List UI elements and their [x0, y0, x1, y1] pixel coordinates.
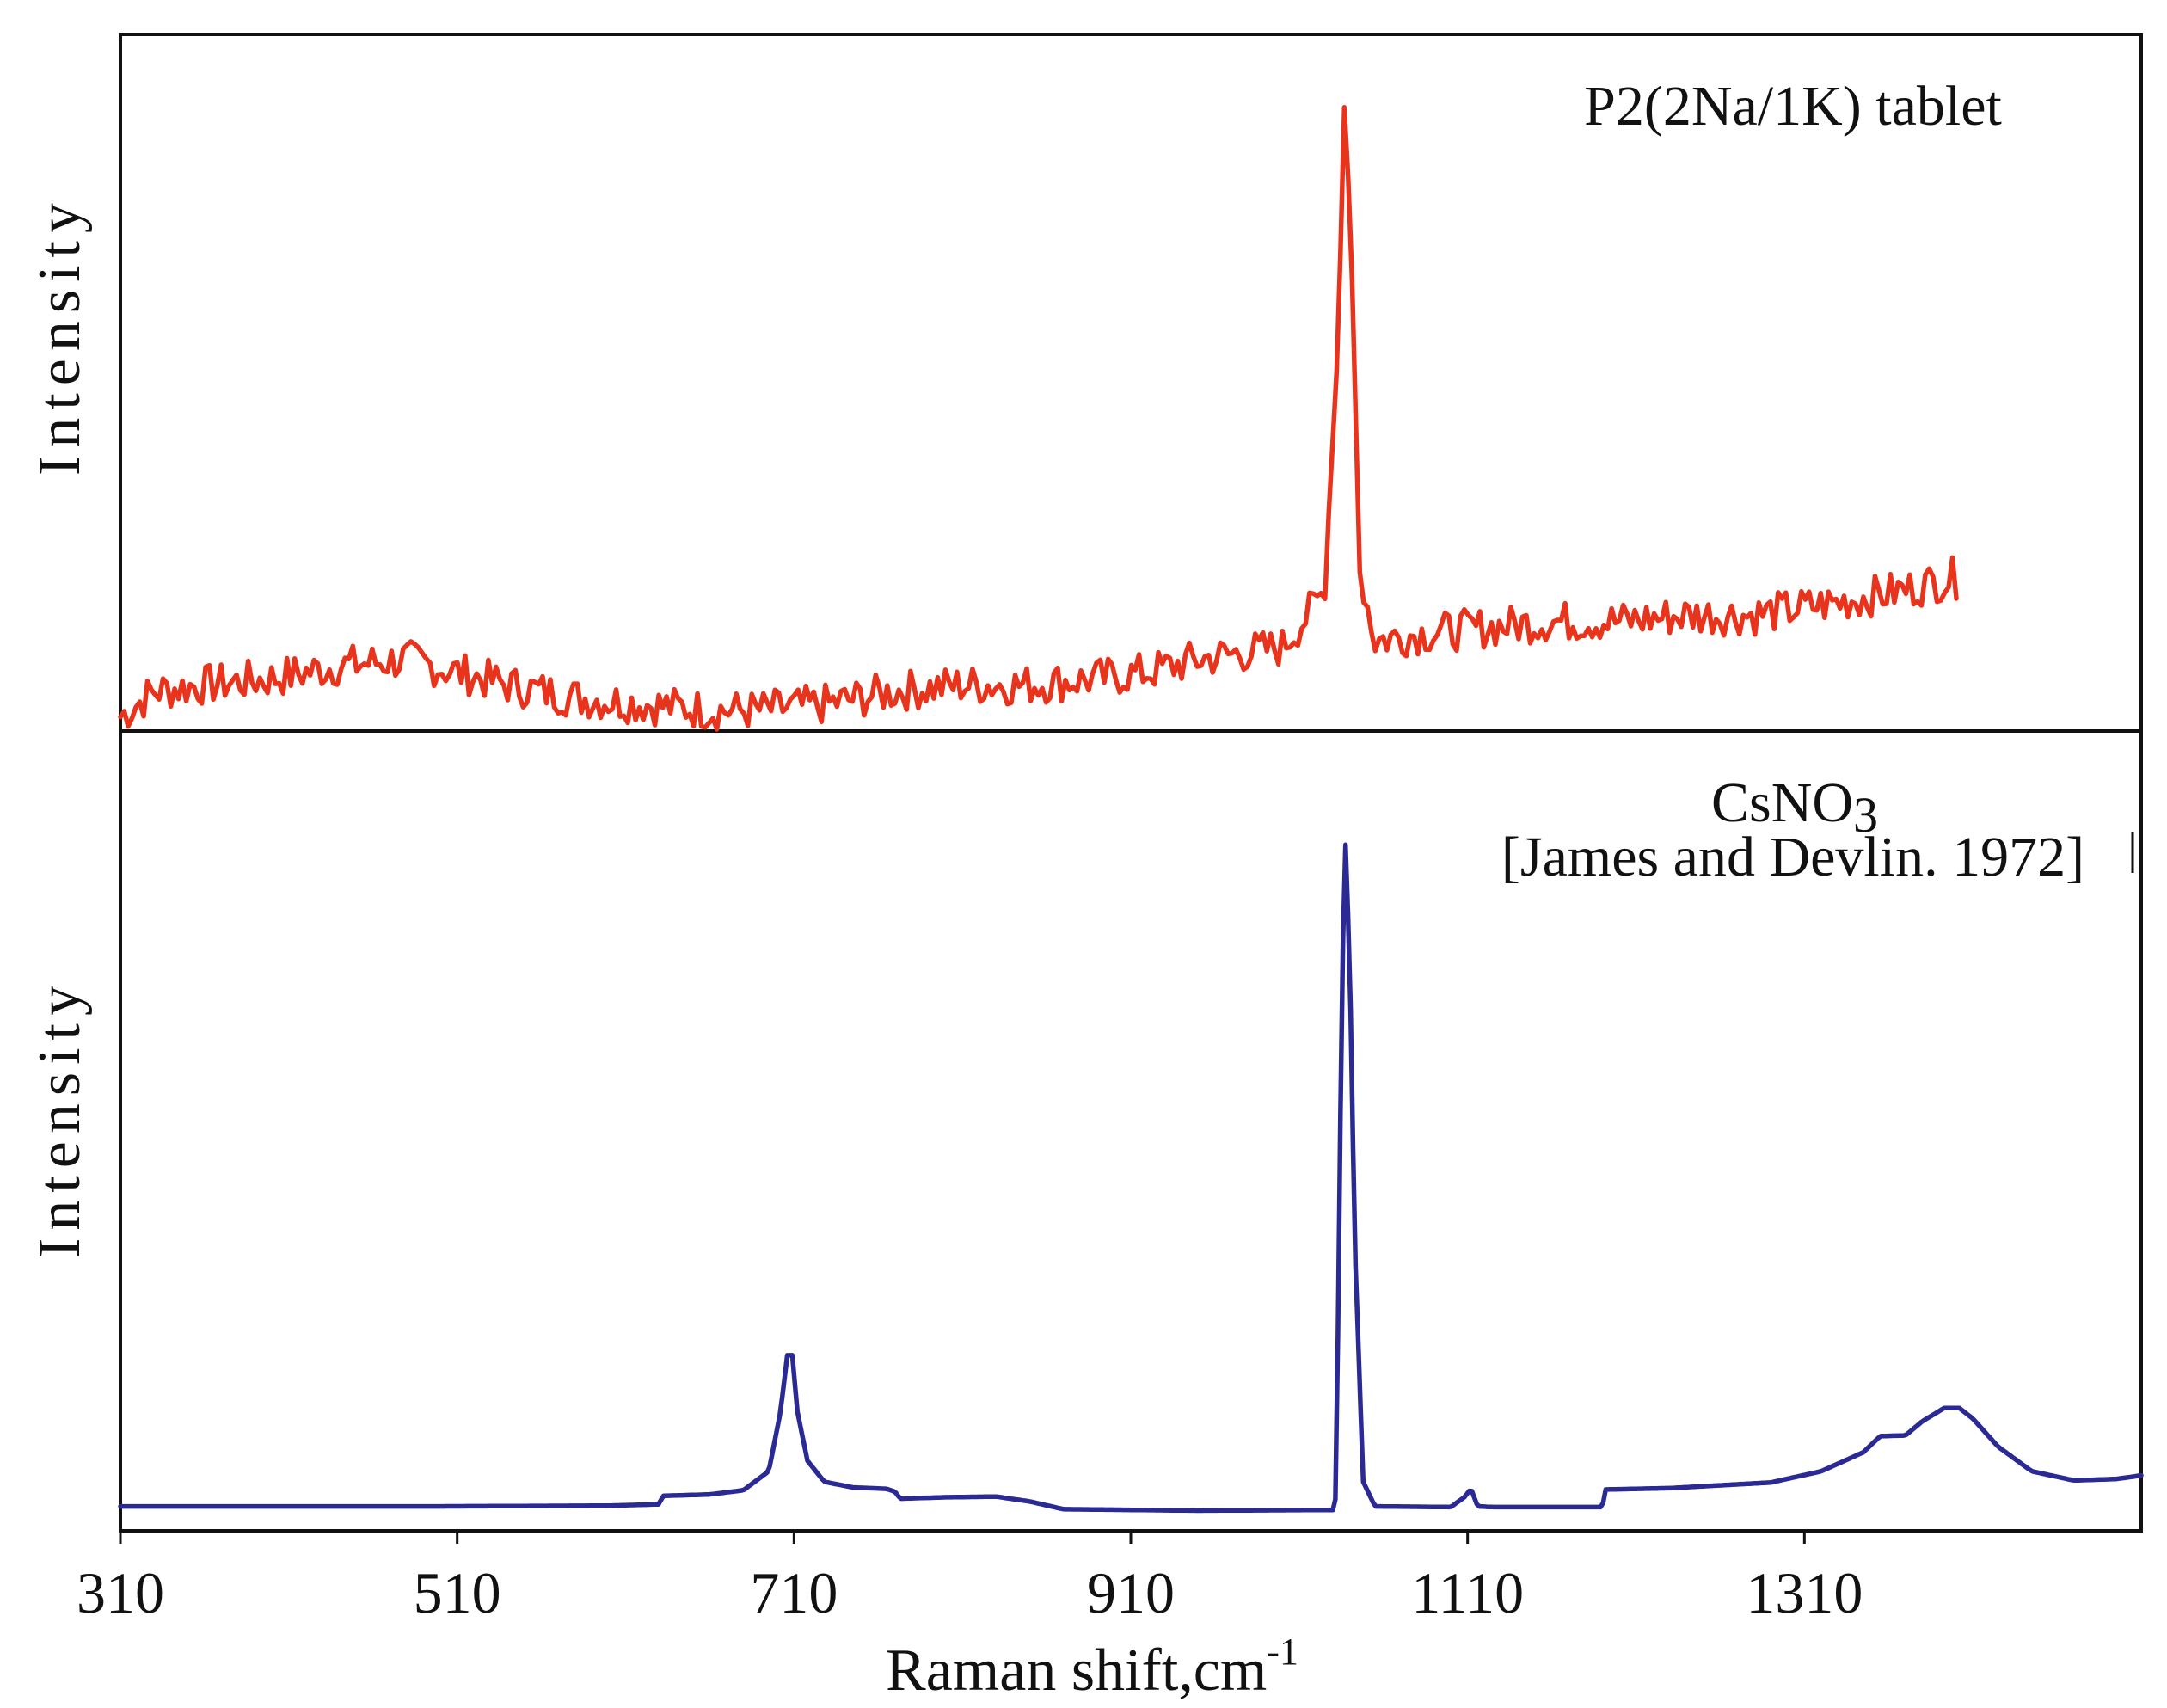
x-tick-label-1310: 1310 — [1746, 1560, 1863, 1625]
bottom-series-label-sub: 3 — [1853, 787, 1878, 843]
x-axis-title-main: Raman shift,cm — [886, 1637, 1267, 1704]
top-series-label: P2(2Na/1K) tablet — [1584, 75, 2002, 138]
x-axis-title: Raman shift,cm-1 — [886, 1631, 1298, 1704]
x-axis-title-sup: -1 — [1267, 1631, 1298, 1673]
reference-label: [James and Devlin. 1972] — [1501, 826, 2084, 888]
bottom-series-label-main: CsNO — [1711, 771, 1853, 834]
x-tick-label-1110: 1110 — [1411, 1560, 1524, 1625]
top-panel-frame — [119, 33, 2143, 733]
top-ylabel: Intensity — [27, 195, 93, 476]
x-tick-label-910: 910 — [1087, 1560, 1175, 1625]
x-tick-label-510: 510 — [414, 1560, 501, 1625]
x-axis-ticks: 310 510 710 910 1110 1310 — [77, 1531, 1863, 1625]
bottom-ylabel: Intensity — [27, 978, 93, 1258]
x-tick-label-710: 710 — [750, 1560, 838, 1625]
series-line-bottom-0 — [118, 842, 2144, 1514]
bottom-series-label: CsNO3 — [1711, 771, 1878, 843]
bottom-panel-plot — [118, 842, 2144, 1514]
x-tick-label-310: 310 — [77, 1560, 164, 1625]
series-line-top-0 — [118, 105, 1959, 732]
top-panel-plot — [118, 105, 1959, 732]
